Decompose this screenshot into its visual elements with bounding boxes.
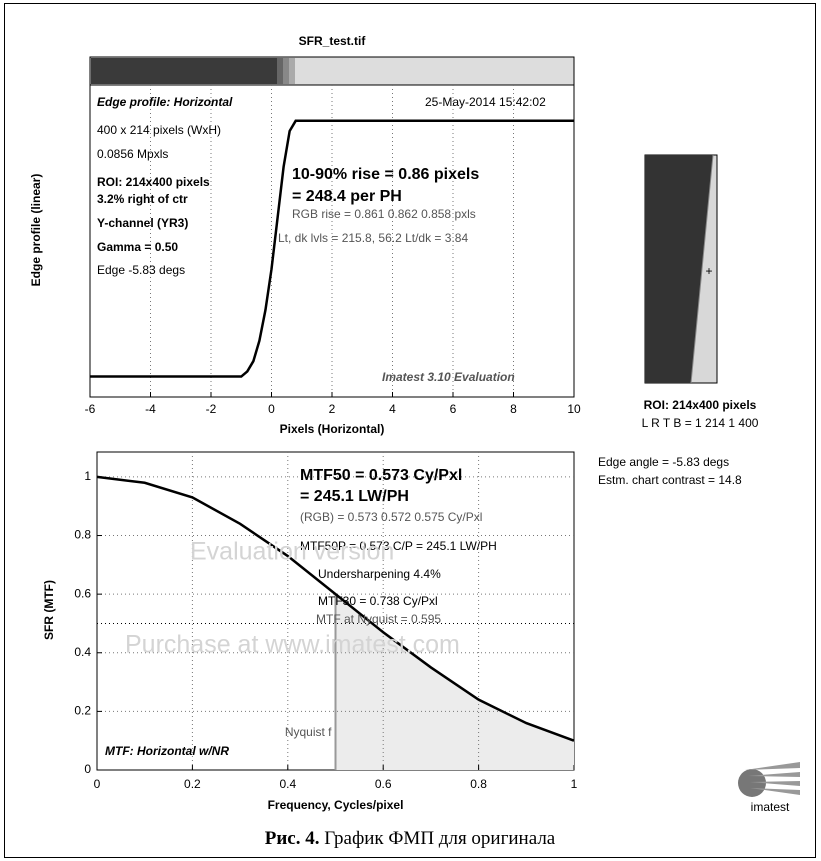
annotation: = 245.1 LW/PH [300, 488, 409, 505]
x-tick-label: 4 [389, 402, 396, 416]
svg-text:+: + [705, 264, 712, 278]
annotation: Edge -5.83 degs [97, 263, 185, 277]
y-tick-label: 0.4 [74, 645, 91, 659]
annotation: RGB rise = 0.861 0.862 0.858 pxls [292, 207, 476, 221]
x-tick-label: 0.8 [470, 777, 487, 791]
x-axis-label: Frequency, Cycles/pixel [268, 798, 404, 812]
annotation: 10-90% rise = 0.86 pixels [292, 166, 479, 183]
annotation: ROI: 214x400 pixels [97, 175, 210, 189]
logo-text: imatest [751, 800, 790, 814]
annotation: MTF at Nyquist = 0.595 [316, 612, 441, 626]
annotation: Imatest 3.10 Evaluation [382, 370, 515, 384]
x-tick-label: -2 [206, 402, 217, 416]
annotation: MTF50 = 0.573 Cy/Pxl [300, 467, 462, 484]
caption-number: Рис. 4. [265, 828, 320, 849]
x-tick-label: 2 [329, 402, 336, 416]
caption: Рис. 4. График ФМП для оригинала [265, 828, 556, 849]
x-tick-label: 8 [510, 402, 517, 416]
annotation: MTF30 = 0.738 Cy/Pxl [318, 594, 438, 608]
annotation: 0.0856 Mpxls [97, 147, 168, 161]
annotation: Y-channel (YR3) [97, 216, 188, 230]
x-tick-label: -6 [85, 402, 96, 416]
y-tick-label: 0.6 [74, 586, 91, 600]
y-axis-label: SFR (MTF) [42, 580, 56, 640]
tone-strip [90, 57, 574, 85]
roi-bounds: L R T B = 1 214 1 400 [642, 416, 759, 430]
annotation: MTF: Horizontal w/NR [105, 744, 229, 758]
x-tick-label: 1 [571, 777, 578, 791]
edge-angle: Edge angle = -5.83 degs [598, 455, 729, 469]
y-tick-label: 0.2 [74, 704, 91, 718]
annotation: (RGB) = 0.573 0.572 0.575 Cy/Pxl [300, 510, 482, 524]
page: SFR_test.tif + ROI: 214x400 pixels L R T… [0, 0, 821, 861]
annotation: 3.2% right of ctr [97, 192, 188, 206]
chart-contrast: Estm. chart contrast = 14.8 [598, 473, 742, 487]
annotation: Evaluation version [190, 538, 394, 566]
x-tick-label: 0.2 [184, 777, 201, 791]
x-tick-label: 0 [268, 402, 275, 416]
y-tick-label: 0.8 [74, 528, 91, 542]
roi-label: ROI: 214x400 pixels [644, 398, 757, 412]
annotation: 400 x 214 pixels (WxH) [97, 123, 221, 137]
annotation: Gamma = 0.50 [97, 240, 178, 254]
annotation: Purchase at www.imatest.com [125, 631, 460, 659]
x-tick-label: 0 [94, 777, 101, 791]
annotation: = 248.4 per PH [292, 188, 402, 205]
nyquist-label: Nyquist f [285, 725, 332, 739]
y-axis-label: Edge profile (linear) [29, 174, 43, 287]
x-tick-label: 0.6 [375, 777, 392, 791]
file-title: SFR_test.tif [299, 34, 367, 48]
annotation: Undersharpening 4.4% [318, 567, 441, 581]
x-tick-label: -4 [145, 402, 156, 416]
annotation: Edge profile: Horizontal [97, 95, 233, 109]
annotation: 25-May-2014 15:42:02 [425, 95, 546, 109]
x-tick-label: 0.4 [279, 777, 296, 791]
x-tick-label: 10 [567, 402, 581, 416]
y-tick-label: 1 [84, 469, 91, 483]
roi-image: + [645, 155, 717, 383]
caption-text: График ФМП для оригинала [324, 828, 556, 849]
annotation: Lt, dk lvls = 215.8, 56.2 Lt/dk = 3.84 [278, 231, 468, 245]
x-axis-label: Pixels (Horizontal) [280, 422, 385, 436]
y-tick-label: 0 [84, 762, 91, 776]
x-tick-label: 6 [450, 402, 457, 416]
